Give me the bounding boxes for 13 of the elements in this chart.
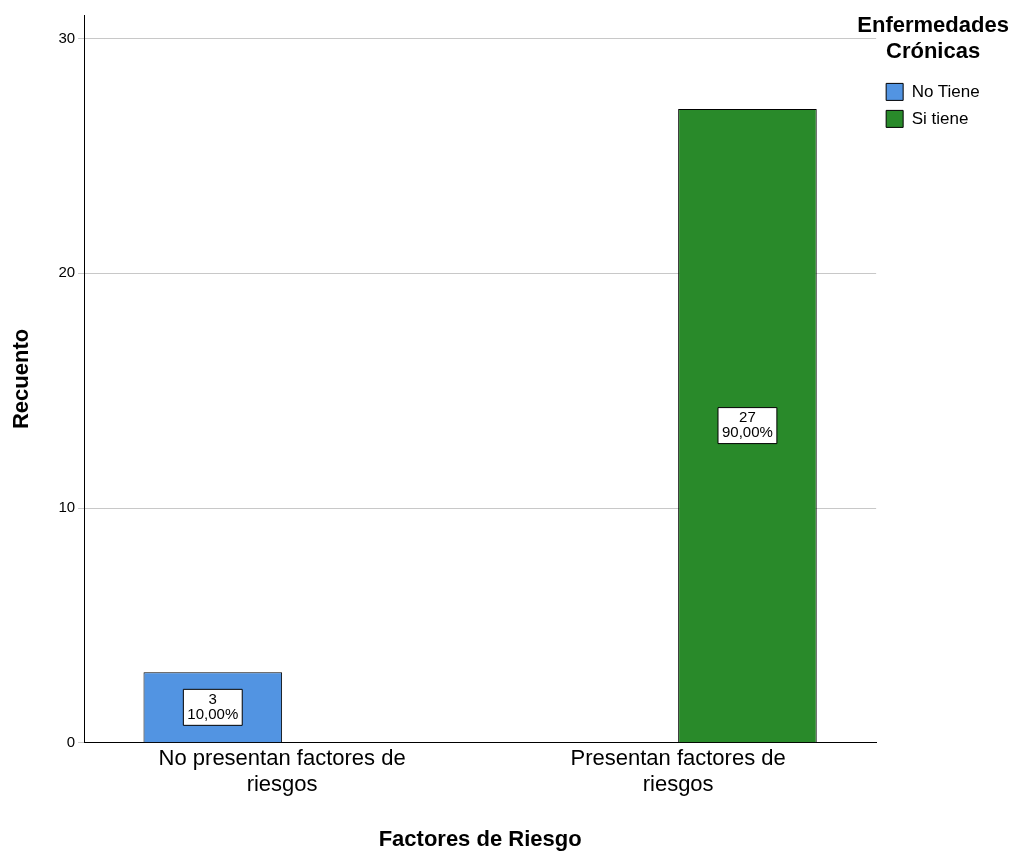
legend-label: No Tiene: [911, 81, 980, 101]
y-axis-title: Recuento: [8, 328, 34, 430]
x-tick-label: Presentan factores de riesgos: [570, 745, 786, 797]
y-tick-label: 20: [58, 263, 76, 281]
y-tick-label: 0: [66, 732, 76, 750]
legend-title: Enfermedades Crónicas: [857, 12, 1009, 64]
x-axis-title: Factores de Riesgo: [378, 825, 582, 851]
x-tick-label: No presentan factores de riesgos: [158, 745, 406, 797]
data-label: 27 90,00%: [722, 408, 773, 441]
y-tick-label: 30: [58, 28, 76, 46]
data-label: 3 10,00%: [187, 689, 239, 722]
y-tick-label: 10: [58, 498, 76, 516]
legend-label: Si tiene: [911, 108, 969, 128]
